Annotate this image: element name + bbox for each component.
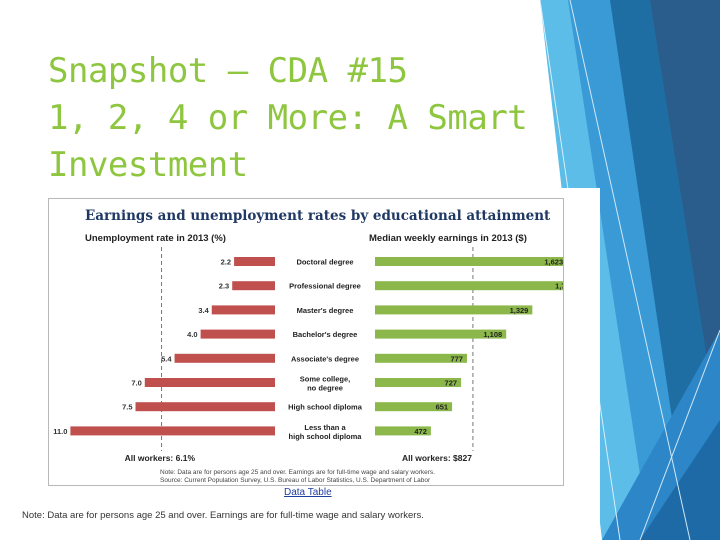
right-axis-title: Median weekly earnings in 2013 ($) [369, 233, 527, 244]
chart-source: Source: Current Population Survey, U.S. … [160, 477, 431, 484]
earnings-bar [375, 329, 507, 339]
earnings-average-label: All workers: $827 [402, 453, 472, 463]
earnings-value-label: 472 [414, 427, 427, 436]
slide-title-line: Snapshot – CDA #15 [48, 51, 408, 91]
slide-title-line: Investment [48, 145, 248, 185]
unemployment-value-label: 7.0 [131, 379, 141, 388]
decorative-background-shapes [540, 0, 720, 540]
unemployment-value-label: 11.0 [53, 427, 67, 436]
unemployment-bar [135, 402, 275, 412]
earnings-value-label: 1,714 [555, 282, 563, 291]
category-label: Bachelor's degree [293, 330, 358, 339]
unemployment-value-label: 5.4 [161, 354, 172, 363]
unemployment-value-label: 2.3 [219, 282, 229, 291]
earnings-bar [375, 305, 533, 315]
earnings-value-label: 1,108 [483, 330, 502, 339]
slide-title-line: 1, 2, 4 or More: A Smart [48, 98, 528, 138]
category-label: high school diploma [289, 432, 363, 441]
data-table-link[interactable]: Data Table [284, 487, 332, 498]
earnings-value-label: 777 [450, 354, 463, 363]
unemployment-value-label: 7.5 [122, 403, 132, 412]
category-label: Some college, [300, 375, 350, 384]
unemployment-bar [70, 426, 276, 436]
earnings-value-label: 651 [436, 403, 449, 412]
earnings-bar [375, 378, 462, 387]
category-label: Master's degree [297, 306, 354, 315]
chart-footnote: Note: Data are for persons age 25 and ov… [160, 469, 435, 476]
earnings-bar [375, 281, 563, 291]
earnings-bar [375, 426, 431, 436]
earnings-bar [375, 257, 563, 266]
chart-title: Earnings and unemployment rates by educa… [85, 208, 551, 224]
chart-frame: Earnings and unemployment rates by educa… [18, 188, 600, 528]
category-label: Less than a [304, 423, 346, 432]
unemployment-value-label: 2.2 [221, 258, 231, 267]
unemployment-bar [144, 378, 275, 387]
earnings-bar [375, 353, 467, 363]
unemployment-bar [232, 281, 275, 291]
unemployment-average-label: All workers: 6.1% [125, 453, 196, 463]
unemployment-value-label: 3.4 [198, 306, 209, 315]
unemployment-bar [211, 305, 275, 315]
category-label: Associate's degree [291, 354, 359, 363]
category-label: no degree [307, 384, 343, 393]
earnings-value-label: 1,623 [544, 258, 563, 267]
unemployment-bar [174, 353, 275, 363]
earnings-bar [375, 402, 453, 412]
category-label: Professional degree [289, 282, 361, 291]
category-label: High school diploma [288, 403, 363, 412]
earnings-value-label: 727 [445, 379, 458, 388]
earnings-value-label: 1,329 [510, 306, 529, 315]
chart-container: Earnings and unemployment rates by educa… [48, 198, 564, 486]
chart-svg: Earnings and unemployment rates by educa… [53, 208, 563, 484]
category-label: Doctoral degree [296, 258, 353, 267]
left-axis-title: Unemployment rate in 2013 (%) [85, 233, 226, 244]
unemployment-bar [200, 329, 275, 339]
slide-note: Note: Data are for persons age 25 and ov… [22, 510, 424, 521]
unemployment-bar [234, 257, 275, 266]
unemployment-value-label: 4.0 [187, 330, 197, 339]
slide-title: Snapshot – CDA #15 1, 2, 4 or More: A Sm… [48, 48, 548, 189]
